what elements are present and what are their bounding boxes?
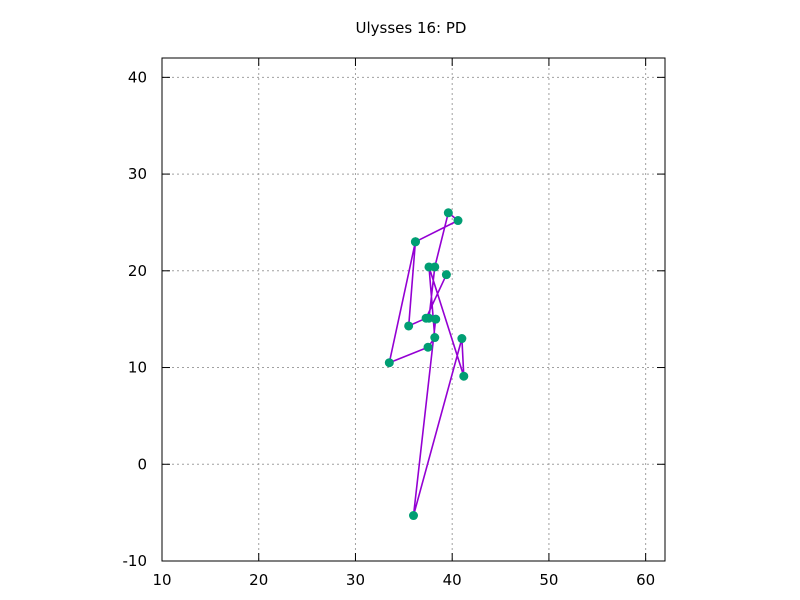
x-tick-label: 10 bbox=[152, 571, 171, 589]
data-point bbox=[457, 334, 467, 344]
y-tick-label: 40 bbox=[128, 68, 147, 86]
data-point bbox=[384, 358, 394, 368]
data-point bbox=[404, 321, 414, 331]
data-point bbox=[430, 333, 440, 343]
data-point bbox=[423, 342, 433, 352]
y-tick-label: 30 bbox=[128, 165, 147, 183]
x-tick-label: 50 bbox=[539, 571, 558, 589]
data-point bbox=[459, 371, 469, 381]
series bbox=[384, 208, 469, 521]
x-tick-label: 40 bbox=[443, 571, 462, 589]
axis-ticks: 10 20 30 40 50 60 -10 0 10 20 30 40 bbox=[123, 58, 665, 589]
y-tick-label: 10 bbox=[128, 359, 147, 377]
x-tick-label: 60 bbox=[636, 571, 655, 589]
data-point bbox=[443, 208, 453, 218]
y-tick-label: -10 bbox=[123, 552, 148, 570]
y-tick-label: 0 bbox=[137, 455, 147, 473]
x-tick-label: 30 bbox=[346, 571, 365, 589]
data-point bbox=[421, 313, 431, 323]
data-point bbox=[430, 262, 440, 272]
x-tick-label: 20 bbox=[249, 571, 268, 589]
chart-title: Ulysses 16: PD bbox=[356, 19, 467, 37]
data-point bbox=[409, 511, 418, 521]
data-point bbox=[453, 216, 463, 226]
data-point bbox=[431, 314, 441, 324]
plot-frame bbox=[161, 57, 666, 562]
grid bbox=[162, 58, 665, 561]
y-tick-label: 20 bbox=[128, 262, 147, 280]
data-point bbox=[410, 237, 420, 247]
data-point bbox=[441, 270, 451, 280]
